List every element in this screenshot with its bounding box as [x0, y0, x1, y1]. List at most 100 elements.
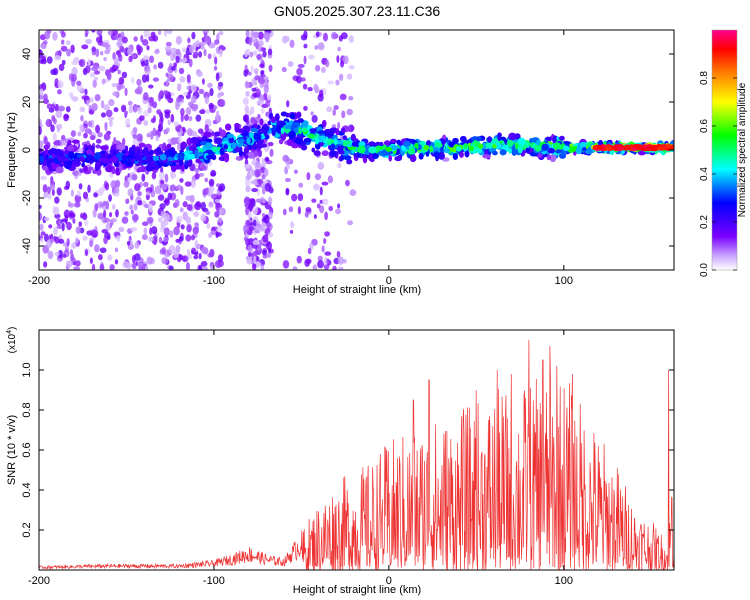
spectrogram-noise-point: [161, 183, 168, 191]
spectrogram-noise-point: [60, 39, 65, 45]
spectrogram-noise-point: [214, 114, 222, 124]
spectrogram-noise-point: [142, 92, 149, 101]
colorbar-label: Normalized spectral amplitude: [737, 82, 748, 217]
spectrogram-data: [39, 30, 674, 270]
spectrogram-ridge-point: [205, 142, 213, 150]
spectrogram-noise-point: [217, 85, 222, 91]
spectrogram-ridge-point: [290, 124, 295, 132]
spectrogram-ridge-point: [575, 147, 582, 155]
spectrogram-noise-point: [145, 64, 150, 73]
spectrogram-noise-point: [245, 30, 250, 39]
spectrogram-ridge-point: [463, 143, 468, 150]
spectrogram-noise-point: [332, 265, 337, 270]
spectrogram-ridge-point: [101, 157, 109, 164]
spectrogram-noise-point: [257, 149, 263, 158]
spectrogram-noise-point: [71, 66, 78, 76]
spectrogram-noise-point: [348, 35, 354, 43]
spectrogram-ridge-point: [115, 167, 120, 173]
spectrogram-noise-point: [167, 192, 173, 201]
spectrogram-noise-point: [65, 40, 71, 46]
spectrogram-ridge-point: [525, 147, 530, 153]
spectrogram-noise-point: [292, 266, 298, 270]
spectrogram-noise-point: [133, 105, 139, 112]
spectrogram-noise-point: [207, 82, 213, 88]
spectrogram-noise-point: [297, 193, 304, 202]
spectrogram-noise-point: [319, 205, 325, 214]
spectrogram-noise-point: [247, 245, 253, 254]
spectrogram-noise-point: [245, 185, 251, 193]
spectrogram-ridge-point: [170, 137, 178, 145]
spectrogram-ridge-point: [234, 122, 240, 129]
spectrogram-noise-point: [150, 131, 154, 140]
spectrogram-noise-point: [317, 255, 323, 262]
spectrogram-noise-point: [82, 67, 88, 76]
spectrogram-noise-point: [84, 128, 92, 134]
spectrogram-y-tick-label: -20: [21, 190, 33, 206]
spectrogram-noise-point: [113, 34, 118, 41]
spectrogram-noise-point: [95, 144, 101, 149]
spectrogram-noise-point: [256, 178, 264, 184]
spectrogram-noise-point: [262, 234, 269, 243]
spectrogram-ridge-point: [72, 170, 79, 176]
snr-y-axis: 0.2 0.4 0.6 0.8 1.0: [21, 362, 674, 538]
spectrogram-noise-point: [246, 256, 253, 265]
spectrogram-y-tick-label: 40: [21, 48, 33, 60]
spectrogram-ridge-point: [311, 147, 316, 153]
spectrogram-noise-point: [89, 72, 96, 78]
spectrogram-noise-point: [96, 30, 103, 37]
spectrogram-noise-point: [205, 210, 211, 216]
spectrogram-noise-point: [147, 96, 155, 104]
spectrogram-noise-point: [71, 73, 77, 82]
spectrogram-noise-point: [142, 38, 149, 46]
spectrogram-noise-point: [87, 184, 91, 193]
spectrogram-ridge-point: [111, 169, 116, 175]
spectrogram-noise-point: [282, 154, 289, 163]
spectrogram-ridge-point: [291, 122, 301, 127]
spectrogram-x-axis: -200 -100 0 100: [28, 30, 573, 287]
spectrogram-noise-point: [262, 50, 267, 58]
spectrogram-ridge-point: [110, 156, 119, 163]
spectrogram-noise-point: [175, 238, 180, 243]
spectrogram-noise-point: [257, 77, 265, 85]
spectrogram-noise-point: [39, 126, 42, 136]
spectrogram-noise-point: [126, 240, 131, 246]
colorbar-frame: [711, 29, 738, 271]
snr-multiplier-close: ): [7, 327, 18, 330]
spectrogram-ridge-point: [317, 130, 326, 135]
spectrogram-ridge-point: [246, 151, 255, 159]
spectrogram-noise-point: [243, 163, 251, 169]
spectrogram-noise-point: [327, 80, 334, 85]
spectrogram-noise-point: [39, 88, 44, 96]
spectrogram-noise-point: [218, 48, 223, 58]
spectrogram-noise-point: [267, 232, 274, 238]
spectrogram-peak-point: [613, 144, 620, 149]
spectrogram-noise-point: [284, 177, 291, 182]
spectrogram-ridge-point: [582, 146, 587, 152]
spectrogram-ridge-point: [401, 144, 406, 152]
spectrogram-noise-point: [131, 262, 137, 270]
spectrogram-noise-point: [302, 83, 308, 90]
spectrogram-noise-point: [217, 92, 222, 99]
spectrogram-ridge-point: [205, 154, 214, 160]
spectrogram-noise-point: [242, 97, 249, 106]
spectrogram-ridge-point: [549, 154, 557, 163]
spectrogram-noise-point: [39, 223, 44, 231]
spectrogram-ridge-point: [131, 173, 138, 181]
spectrogram-ridge-point: [394, 156, 402, 162]
spectrogram-noise-point: [297, 206, 301, 215]
spectrogram-noise-point: [211, 193, 218, 200]
spectrogram-ridge-point: [403, 140, 411, 147]
spectrogram-noise-point: [169, 230, 174, 238]
spectrogram-ridge-point: [105, 165, 114, 173]
spectrogram-noise-point: [59, 139, 65, 146]
spectrogram-noise-point: [216, 110, 220, 118]
spectrogram-ridge-point: [85, 149, 93, 155]
spectrogram-noise-point: [253, 67, 259, 74]
spectrogram-ridge-point: [309, 128, 317, 133]
spectrogram-noise-point: [112, 203, 116, 210]
spectrogram-x-tick-label: -100: [203, 275, 225, 287]
spectrogram-noise-point: [323, 237, 327, 245]
spectrogram-noise-point: [146, 45, 150, 51]
spectrogram-noise-point: [243, 224, 249, 233]
spectrogram-noise-point: [125, 118, 131, 127]
